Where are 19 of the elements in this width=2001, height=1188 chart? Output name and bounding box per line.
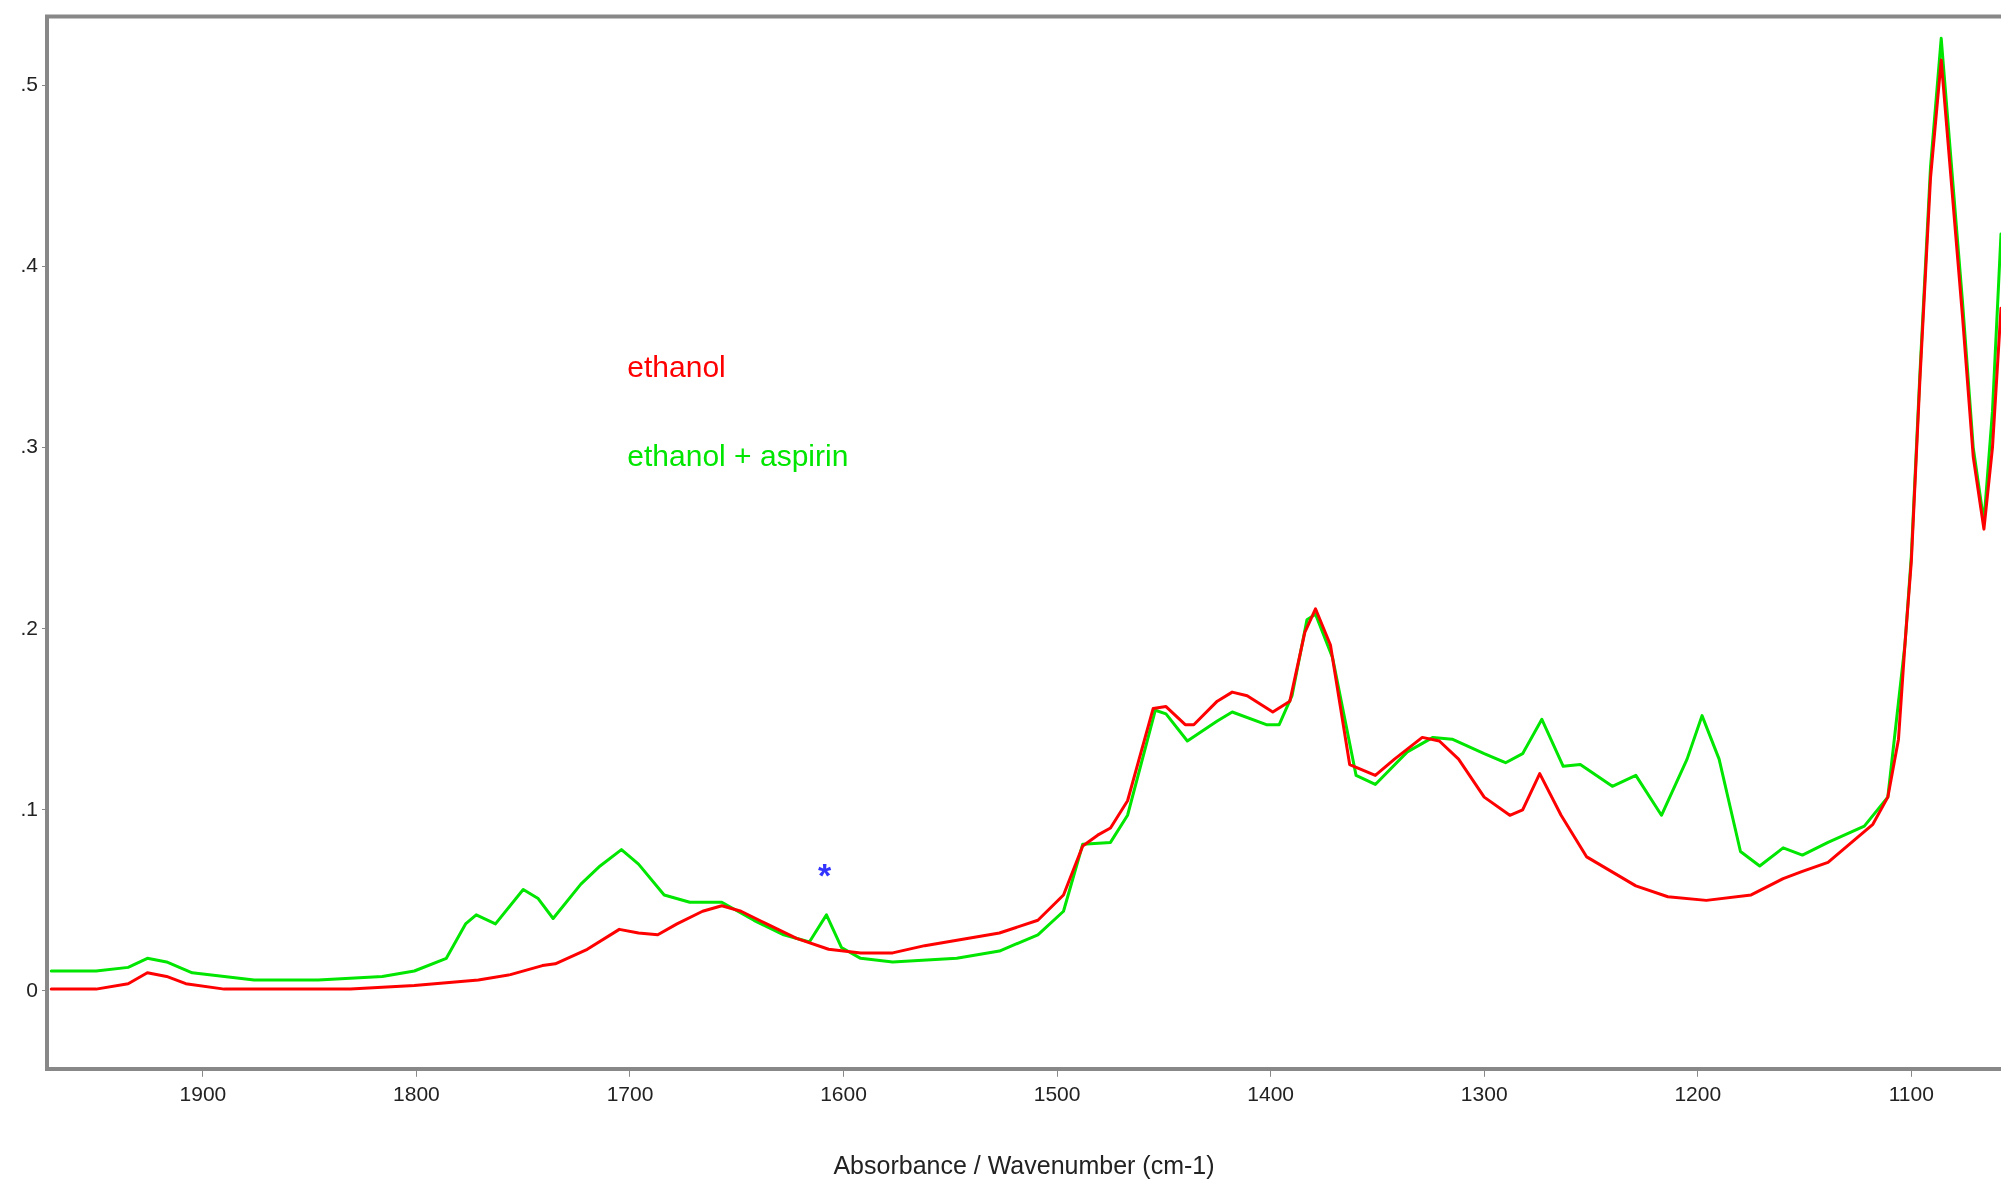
x-tick-label: 1600 xyxy=(820,1082,867,1106)
x-tick-label: 1300 xyxy=(1460,1082,1508,1106)
y-tick-label: .3 xyxy=(20,434,38,458)
x-tick-label: 1500 xyxy=(1033,1082,1081,1106)
x-axis-title: Absorbance / Wavenumber (cm-1) xyxy=(833,1150,1215,1179)
y-tick-label: .4 xyxy=(20,253,39,277)
text: ethanol xyxy=(627,350,726,384)
y-tick-label: .2 xyxy=(20,615,38,639)
x-tick-label: 1100 xyxy=(1888,1082,1934,1106)
x-tick-label: 1200 xyxy=(1674,1082,1722,1106)
x-tick-label: 1900 xyxy=(179,1082,227,1106)
y-tick-label: 0 xyxy=(26,977,38,1001)
y-tick-label: .1 xyxy=(20,796,38,820)
x-tick-label: 1400 xyxy=(1247,1082,1295,1106)
text: ethanol + aspirin xyxy=(627,439,849,473)
y-tick-label: .5 xyxy=(20,72,38,96)
x-tick-label: 1700 xyxy=(606,1082,654,1106)
x-tick-label: 1800 xyxy=(393,1082,440,1106)
annotation: * xyxy=(818,855,833,894)
